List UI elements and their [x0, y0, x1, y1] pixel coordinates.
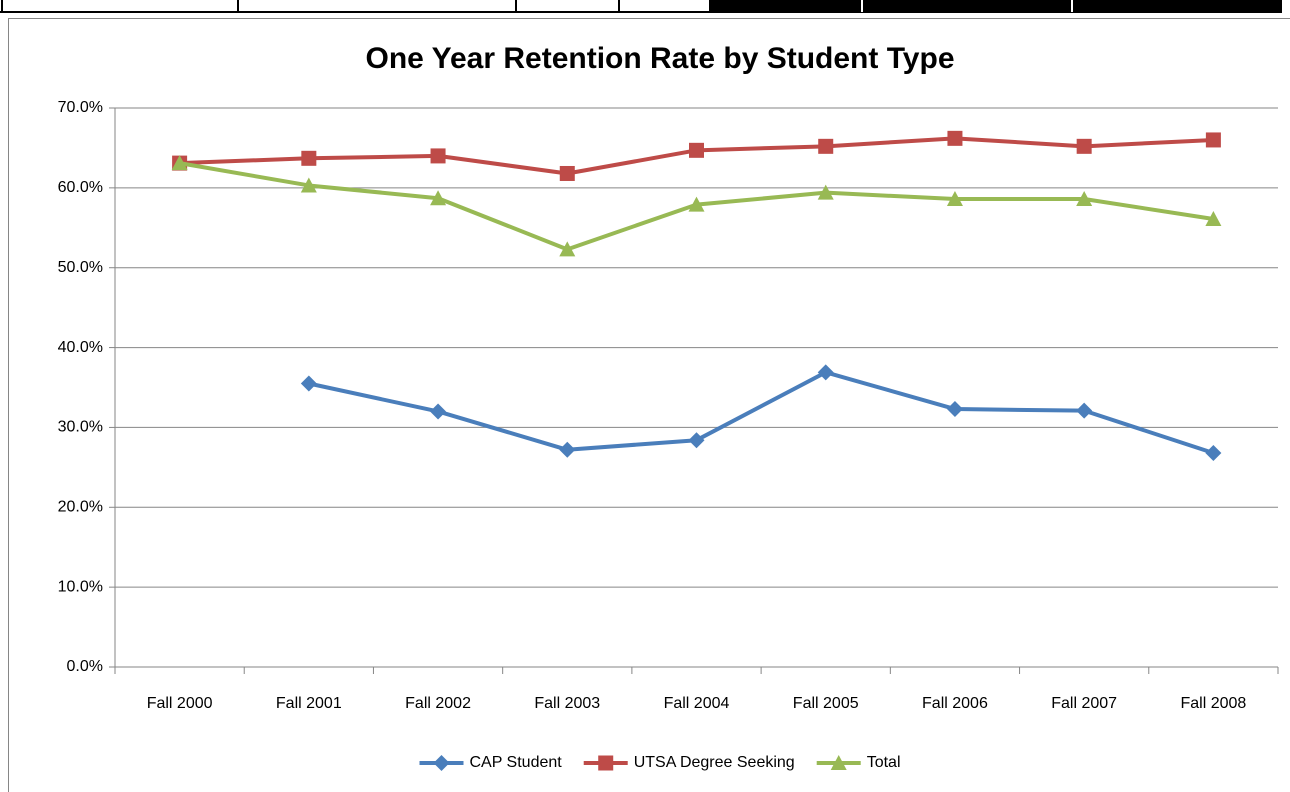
series-line [308, 370, 1215, 455]
y-tick-label: 40.0% [58, 339, 103, 356]
x-tick-label: Fall 2002 [405, 695, 471, 712]
marker [171, 155, 188, 171]
marker [1076, 138, 1092, 154]
marker [818, 138, 834, 154]
x-tick-label: Fall 2004 [664, 695, 730, 712]
x-tick-label: Fall 2005 [793, 695, 859, 712]
marker [1076, 191, 1093, 207]
y-tick-label: 10.0% [58, 578, 103, 595]
marker [817, 364, 834, 381]
marker [947, 130, 963, 146]
marker [300, 177, 317, 193]
y-tick-label: 70.0% [58, 99, 103, 116]
chart-border [8, 18, 1290, 792]
legend-label: CAP Student [470, 754, 563, 771]
marker [430, 403, 447, 420]
marker [559, 441, 576, 458]
marker [430, 190, 447, 206]
marker [1205, 132, 1221, 148]
y-tick-label: 60.0% [58, 179, 103, 196]
marker [830, 755, 847, 770]
marker [430, 148, 446, 164]
marker [559, 241, 576, 257]
marker [946, 401, 963, 418]
x-tick-label: Fall 2006 [922, 695, 988, 712]
x-tick-label: Fall 2007 [1051, 695, 1117, 712]
strip-dark [709, 0, 1282, 12]
legend-label: UTSA Degree Seeking [634, 754, 795, 771]
marker [689, 142, 704, 158]
marker [1076, 402, 1093, 419]
y-tick-label: 30.0% [58, 419, 103, 436]
x-tick-label: Fall 2003 [534, 695, 600, 712]
x-tick-label: Fall 2000 [147, 695, 213, 712]
x-tick-label: Fall 2001 [276, 695, 342, 712]
legend-label: Total [867, 754, 901, 771]
y-tick-label: 0.0% [67, 658, 103, 675]
marker [1205, 211, 1222, 227]
x-tick-label: Fall 2008 [1180, 695, 1246, 712]
marker [301, 150, 317, 166]
marker [688, 196, 705, 212]
marker [300, 375, 317, 392]
marker [598, 755, 614, 771]
marker [559, 165, 575, 181]
marker [946, 191, 963, 207]
y-tick-label: 50.0% [58, 259, 103, 276]
marker [688, 432, 705, 449]
chart-title: One Year Retention Rate by Student Type [365, 42, 954, 75]
top-strip [0, 0, 1290, 13]
marker [433, 755, 450, 771]
marker [1205, 444, 1222, 461]
marker [817, 184, 834, 200]
y-tick-label: 20.0% [58, 499, 103, 516]
